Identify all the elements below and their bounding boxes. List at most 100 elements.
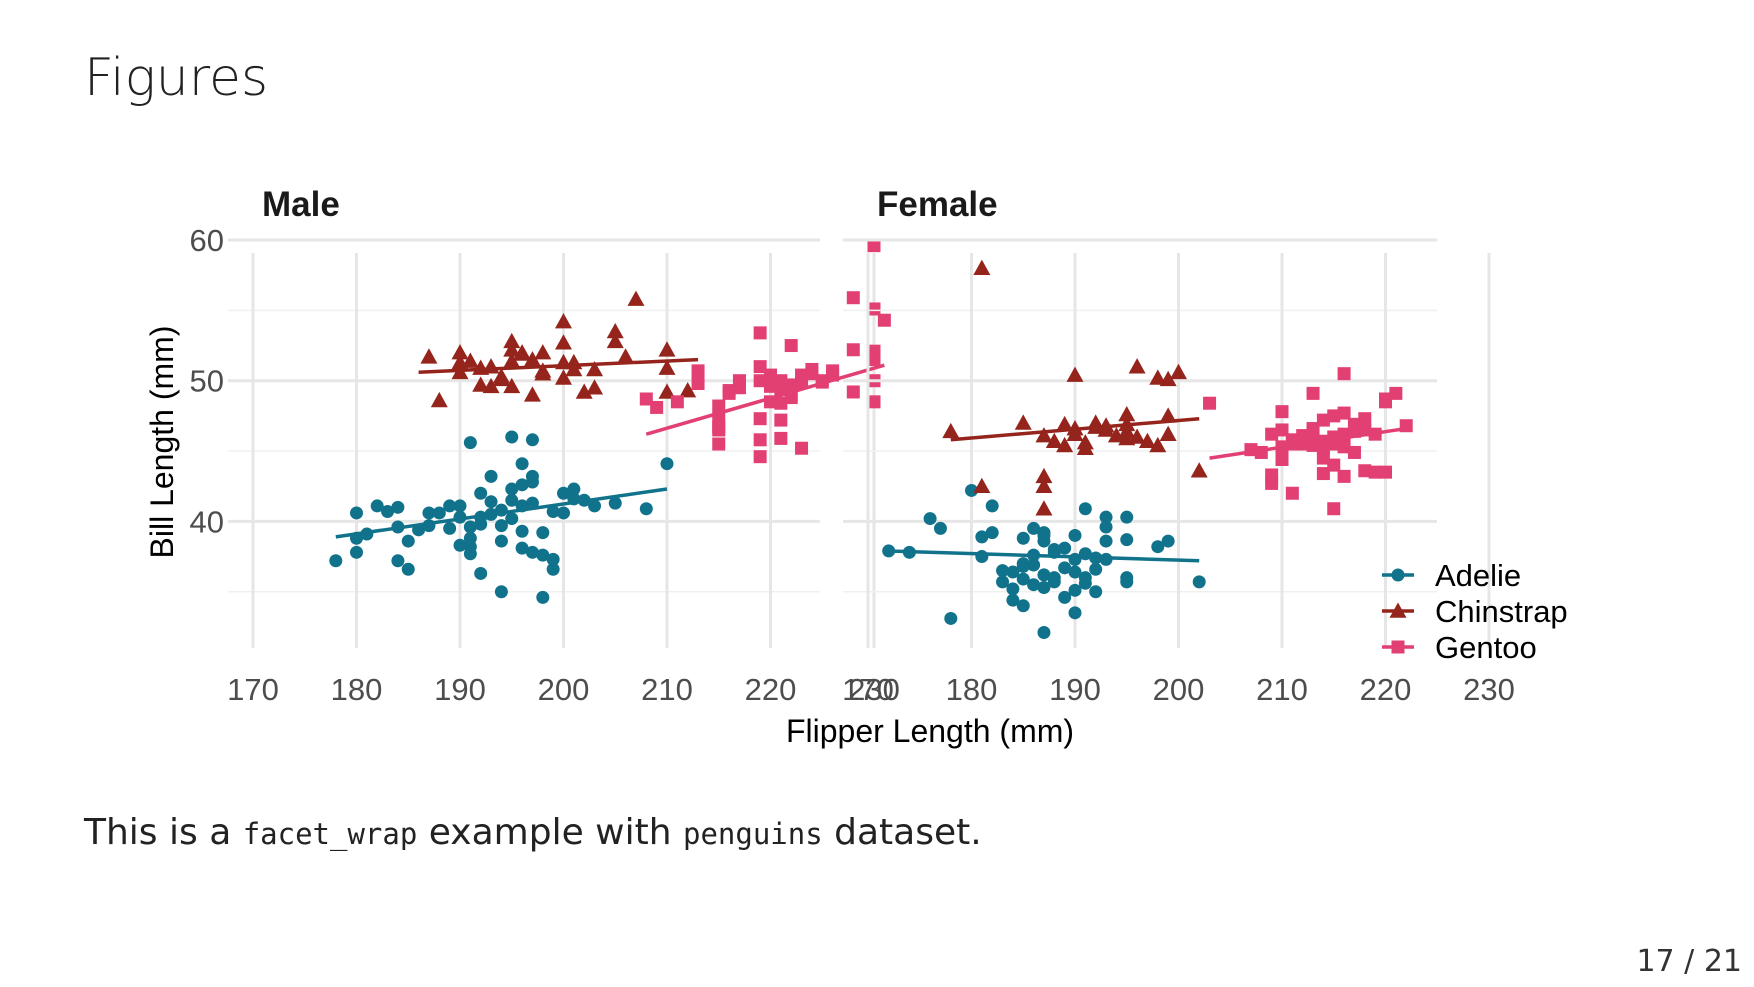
page-number: 17 / 21 — [1636, 944, 1742, 979]
x-tick-label: 190 — [1049, 672, 1101, 707]
point-adelie — [1068, 606, 1082, 620]
point-gentoo — [732, 381, 746, 395]
point-chinstrap — [679, 382, 697, 398]
point-adelie — [975, 530, 989, 544]
point-adelie — [494, 585, 508, 599]
point-chinstrap — [503, 332, 521, 349]
trend-line-gentoo — [645, 363, 885, 436]
point-gentoo — [712, 437, 726, 451]
point-adelie — [525, 433, 539, 447]
point-chinstrap — [1056, 436, 1074, 453]
y-tick-label: 40 — [190, 504, 224, 539]
point-chinstrap — [658, 383, 676, 399]
point-adelie — [1058, 541, 1072, 555]
point-adelie — [985, 526, 999, 540]
point-gentoo — [846, 291, 860, 305]
trend-line-adelie — [335, 487, 668, 539]
point-adelie — [557, 486, 570, 500]
point-adelie — [1037, 626, 1051, 640]
point-gentoo — [867, 395, 881, 409]
caption-code-facet-wrap: facet_wrap — [242, 817, 418, 851]
facet-label-male: Male — [262, 185, 340, 224]
slide-caption: This is a facet_wrap example with pengui… — [84, 812, 982, 853]
point-gentoo — [1265, 476, 1279, 490]
point-adelie — [422, 506, 436, 520]
point-adelie — [505, 482, 519, 496]
point-adelie — [1161, 534, 1175, 548]
x-tick-label: 210 — [641, 672, 693, 707]
caption-code-penguins: penguins — [683, 817, 823, 851]
point-chinstrap — [1128, 358, 1146, 374]
point-adelie — [350, 545, 363, 559]
point-gentoo — [753, 433, 767, 447]
point-chinstrap — [1066, 366, 1084, 382]
point-adelie — [1099, 510, 1113, 524]
point-gentoo — [1203, 396, 1217, 410]
point-gentoo — [1306, 386, 1320, 400]
x-tick-label: 200 — [538, 672, 590, 707]
point-gentoo — [753, 412, 767, 426]
point-gentoo — [846, 343, 860, 357]
point-chinstrap — [606, 322, 624, 339]
point-adelie — [923, 512, 937, 526]
legend-key-adelie — [1391, 568, 1405, 582]
point-gentoo — [753, 450, 767, 464]
point-gentoo — [867, 302, 881, 316]
point-adelie — [525, 545, 539, 559]
legend-key-gentoo — [1391, 640, 1405, 654]
point-adelie — [1099, 534, 1113, 548]
point-gentoo — [805, 362, 819, 376]
point-adelie — [1027, 578, 1041, 592]
point-adelie — [1078, 576, 1092, 590]
point-adelie — [1027, 521, 1041, 535]
point-chinstrap — [420, 348, 438, 364]
point-adelie — [933, 521, 947, 535]
point-gentoo — [1337, 469, 1351, 483]
point-gentoo — [1306, 426, 1320, 440]
point-chinstrap — [555, 334, 572, 350]
point-gentoo — [867, 344, 881, 358]
point-adelie — [965, 483, 978, 497]
point-adelie — [1089, 585, 1103, 599]
point-chinstrap — [1107, 427, 1125, 443]
point-chinstrap — [1159, 425, 1177, 441]
point-gentoo — [1265, 427, 1279, 441]
point-adelie — [1120, 510, 1134, 524]
point-chinstrap — [973, 477, 991, 494]
trend-line-chinstrap — [950, 416, 1200, 442]
point-chinstrap — [1138, 432, 1156, 449]
point-gentoo — [774, 374, 788, 388]
point-chinstrap — [534, 362, 552, 378]
point-chinstrap — [586, 360, 604, 377]
point-gentoo — [784, 378, 798, 392]
point-gentoo — [691, 364, 705, 378]
point-gentoo — [1327, 502, 1341, 516]
point-gentoo — [670, 395, 684, 409]
point-chinstrap — [555, 369, 572, 385]
y-tick-label: 60 — [190, 223, 224, 258]
point-gentoo — [774, 413, 788, 427]
x-tick-label: 190 — [434, 672, 486, 707]
point-chinstrap — [1045, 432, 1063, 449]
point-adelie — [608, 496, 622, 510]
point-adelie — [515, 541, 529, 555]
point-adelie — [567, 482, 581, 496]
point-adelie — [660, 457, 674, 471]
point-adelie — [1016, 557, 1030, 571]
point-adelie — [1120, 575, 1134, 589]
point-gentoo — [784, 339, 798, 353]
point-gentoo — [867, 239, 881, 253]
point-adelie — [391, 554, 405, 568]
point-adelie — [1006, 565, 1020, 579]
point-chinstrap — [430, 391, 448, 408]
point-adelie — [996, 575, 1010, 589]
point-adelie — [1047, 571, 1061, 585]
point-chinstrap — [1066, 425, 1084, 441]
point-adelie — [1006, 582, 1020, 596]
point-gentoo — [774, 396, 788, 410]
point-adelie — [546, 562, 560, 576]
point-adelie — [463, 436, 477, 450]
point-chinstrap — [1035, 500, 1053, 516]
point-chinstrap — [1159, 407, 1177, 423]
point-adelie — [588, 499, 602, 513]
